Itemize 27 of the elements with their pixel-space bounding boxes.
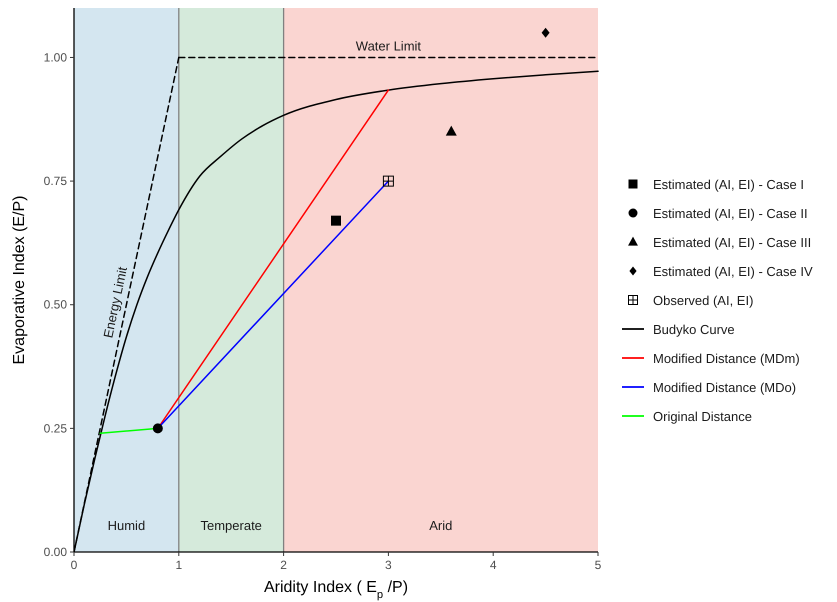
legend-label: Original Distance: [653, 409, 752, 424]
x-tick-label: 4: [490, 558, 497, 572]
y-tick-label: 0.75: [44, 174, 68, 188]
x-tick-label: 0: [70, 558, 78, 572]
x-tick-label: 1: [175, 558, 182, 572]
y-tick-label: 0.25: [44, 421, 68, 436]
legend-label: Estimated (AI, EI) - Case IV: [653, 264, 813, 279]
y-tick-label: 1.00: [44, 50, 68, 64]
band-label: Arid: [429, 518, 452, 533]
x-axis-title: Aridity Index ( E$_{p}$ /P): [264, 579, 408, 601]
y-tick-label: 0.50: [44, 298, 68, 312]
legend-label: Modified Distance (MDm): [653, 351, 800, 366]
legend-label: Estimated (AI, EI) - Case II: [653, 206, 808, 221]
x-tick-label: 5: [594, 558, 602, 572]
y-tick-label: 0.00: [44, 545, 68, 559]
legend-label: Estimated (AI, EI) - Case III: [653, 235, 812, 250]
text: Energy Limit: [100, 265, 130, 340]
y-axis-title: Evaporative Index (E/P): [11, 196, 28, 364]
series-label: Water Limit: [356, 38, 422, 54]
legend-label: Estimated (AI, EI) - Case I: [653, 177, 804, 192]
legend-label: Budyko Curve: [653, 322, 735, 337]
x-tick-label: 3: [385, 558, 392, 572]
band-label: Humid: [108, 518, 146, 533]
band-label: Temperate: [200, 518, 262, 533]
x-tick-label: 2: [280, 558, 288, 572]
legend-label: Observed (AI, EI): [653, 293, 754, 308]
legend-label: Modified Distance (MDo): [653, 380, 796, 395]
